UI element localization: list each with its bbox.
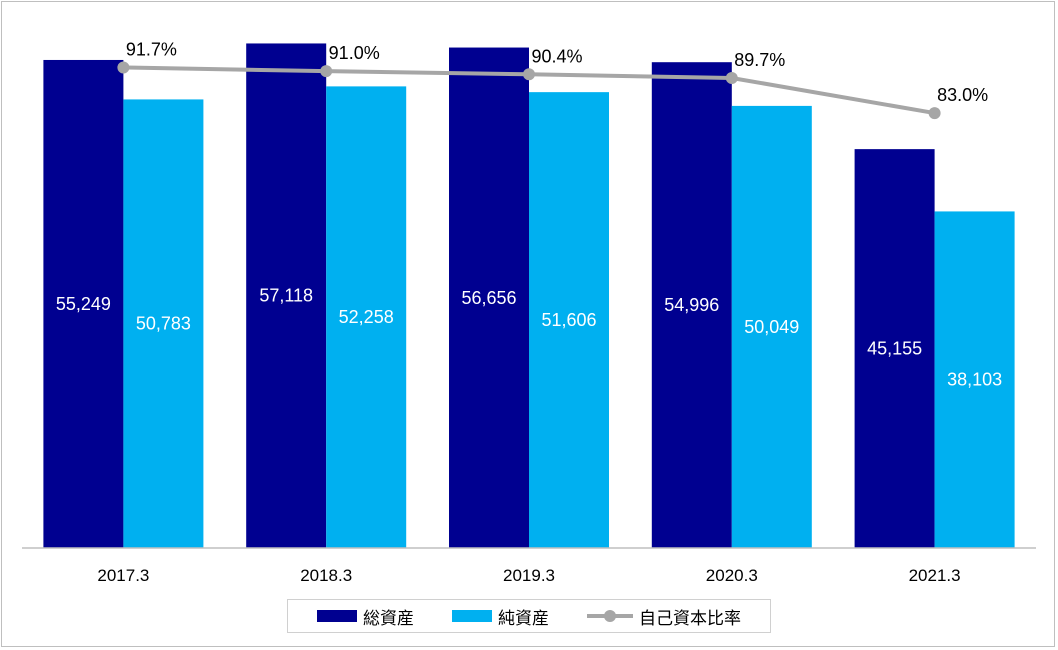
data-label-net-assets-2020.3: 50,049 [744,317,799,337]
x-tick-label-2017.3: 2017.3 [97,566,149,585]
legend-swatch-equity-ratio [587,609,633,623]
legend-swatch-total-assets [317,610,357,622]
bar-net-assets-2020.3 [731,105,812,548]
equity-ratio-point-2018.3 [320,65,333,78]
data-label-total-assets-2020.3: 54,996 [664,295,719,315]
data-label-total-assets-2017.3: 55,249 [56,294,111,314]
equity-ratio-label-2021.3: 83.0% [937,85,988,105]
data-label-net-assets-2021.3: 38,103 [947,370,1002,390]
bar-total-assets-2017.3 [43,59,124,549]
legend-label-equity-ratio: 自己資本比率 [639,608,741,629]
equity-ratio-label-2017.3: 91.7% [126,39,177,59]
legend-label-total-assets: 総資産 [363,608,414,629]
data-label-total-assets-2019.3: 56,656 [461,288,516,308]
chart-legend: 総資産 純資産 自己資本比率 [287,599,771,633]
data-label-total-assets-2021.3: 45,155 [867,339,922,359]
bar-net-assets-2018.3 [326,86,407,548]
equity-ratio-point-2017.3 [117,61,130,74]
bar-net-assets-2021.3 [934,211,1015,548]
bar-net-assets-2019.3 [529,92,609,548]
equity-ratio-point-2021.3 [928,107,941,120]
equity-ratio-label-2018.3: 91.0% [329,43,380,63]
bar-total-assets-2021.3 [854,149,935,548]
x-tick-label-2021.3: 2021.3 [909,566,961,585]
legend-label-net-assets: 純資産 [498,608,549,629]
data-label-total-assets-2018.3: 57,118 [259,286,313,306]
legend-swatch-net-assets [452,610,492,622]
x-tick-label-2020.3: 2020.3 [706,566,758,585]
data-label-net-assets-2018.3: 52,258 [339,307,394,327]
equity-ratio-point-2019.3 [523,68,535,81]
equity-ratio-label-2020.3: 89.7% [734,50,785,70]
equity-ratio-point-2020.3 [725,71,738,84]
equity-ratio-label-2019.3: 90.4% [531,46,582,66]
data-label-net-assets-2017.3: 50,783 [136,314,191,334]
bar-total-assets-2019.3 [449,47,529,548]
bar-total-assets-2020.3 [651,62,732,549]
bar-total-assets-2018.3 [246,43,327,548]
x-tick-label-2018.3: 2018.3 [300,566,352,585]
legend-item-total-assets: 総資産 [317,604,414,629]
legend-item-equity-ratio: 自己資本比率 [587,604,741,629]
data-label-net-assets-2019.3: 51,606 [541,310,596,330]
bar-net-assets-2017.3 [123,99,204,548]
legend-item-net-assets: 純資産 [452,604,549,629]
x-tick-label-2019.3: 2019.3 [503,566,555,585]
